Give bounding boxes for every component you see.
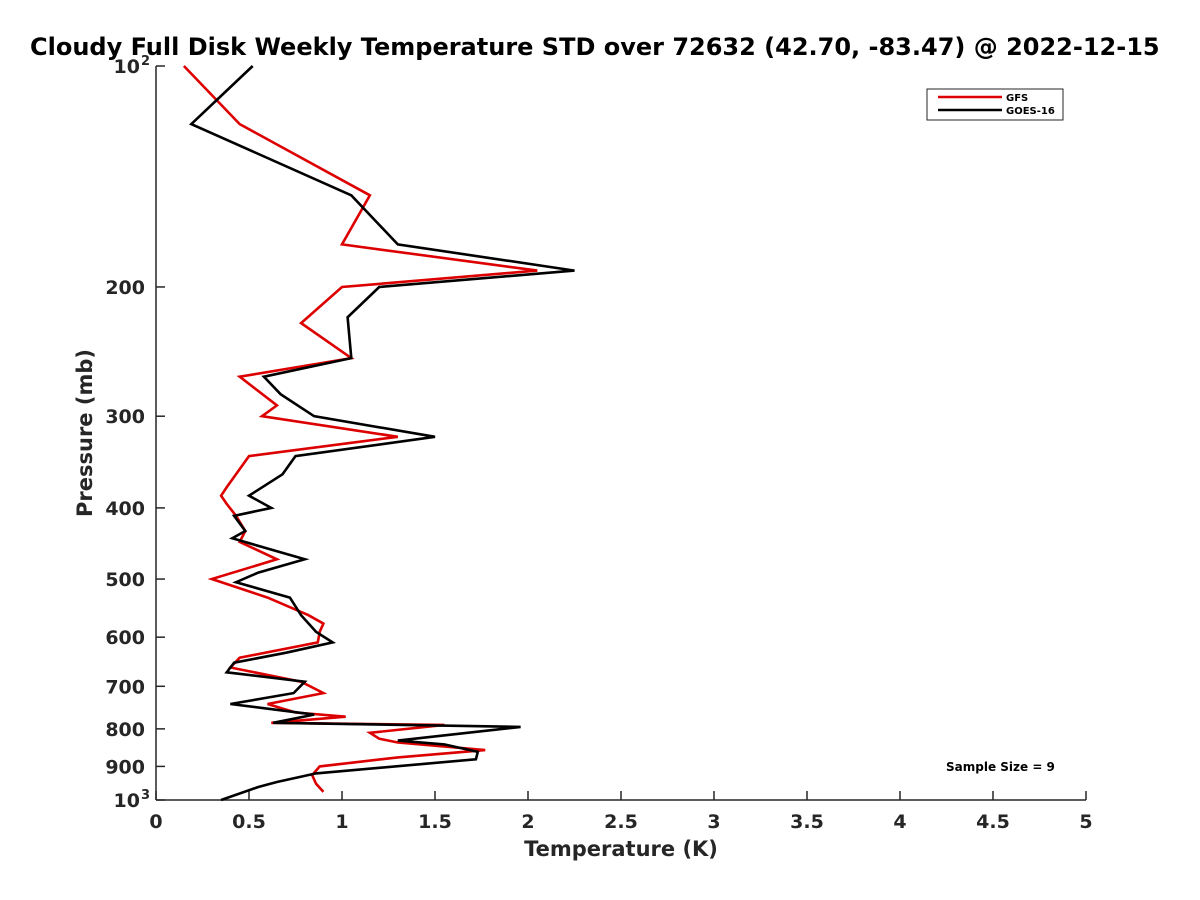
- y-tick-label: 700: [105, 676, 145, 698]
- x-axis-label: Temperature (K): [524, 837, 718, 861]
- y-tick-label: 500: [105, 569, 145, 591]
- series-layer: [182, 65, 575, 802]
- x-tick-label: 4: [893, 811, 906, 833]
- y-tick-label: 10: [114, 790, 140, 812]
- x-tick-label: 0.5: [232, 811, 266, 833]
- chart-title: Cloudy Full Disk Weekly Temperature STD …: [30, 33, 1160, 61]
- legend-box: [926, 88, 1064, 121]
- x-tick-label: 3.5: [790, 811, 824, 833]
- x-tick-label: 3: [707, 811, 720, 833]
- y-tick-label: 600: [105, 627, 145, 649]
- series-line-gfs: [182, 65, 538, 793]
- y-tick-label: 400: [105, 498, 145, 520]
- y-axis-label: Pressure (mb): [73, 349, 97, 517]
- y-tick-exponent: 2: [141, 54, 150, 69]
- legend: GFS GOES-16: [926, 88, 1064, 121]
- x-axis-ticks: 0 0.5 1 1.5 2 2.5 3 3.5 4 4.5 5: [149, 791, 1093, 833]
- x-tick-label: 1: [335, 811, 348, 833]
- y-tick-label: 200: [105, 277, 145, 299]
- legend-label-goes-16: GOES-16: [1006, 106, 1055, 117]
- x-tick-label: 0: [149, 811, 162, 833]
- x-tick-label: 4.5: [976, 811, 1010, 833]
- series-line-goes-16: [188, 65, 575, 802]
- y-tick-label: 900: [105, 756, 145, 778]
- y-tick-exponent: 3: [141, 788, 150, 803]
- x-tick-label: 1.5: [418, 811, 452, 833]
- y-tick-label: 10: [114, 56, 140, 78]
- legend-label-gfs: GFS: [1006, 93, 1028, 104]
- x-tick-label: 2: [521, 811, 534, 833]
- x-tick-label: 5: [1079, 811, 1092, 833]
- y-tick-label: 800: [105, 719, 145, 741]
- y-tick-label: 300: [105, 406, 145, 428]
- sample-size-annotation: Sample Size = 9: [946, 760, 1055, 774]
- x-tick-label: 2.5: [604, 811, 638, 833]
